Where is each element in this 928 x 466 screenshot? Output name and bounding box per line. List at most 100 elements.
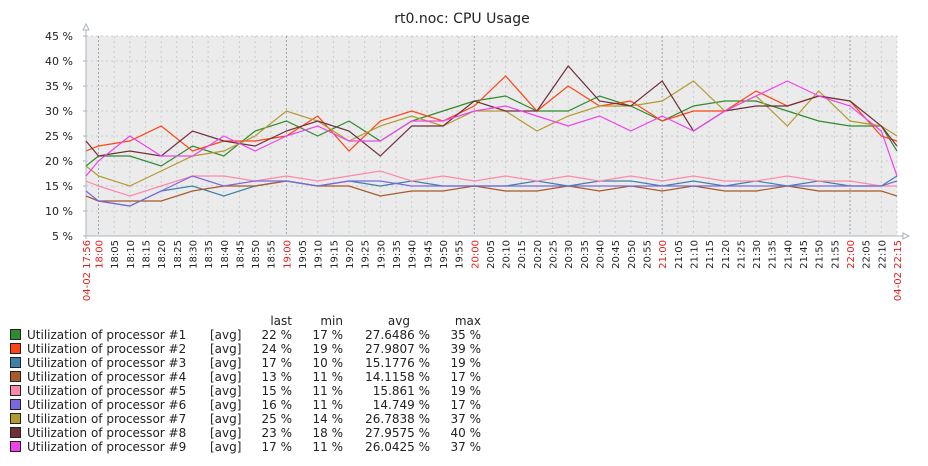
x-tick-label: 22:05 [862, 240, 873, 269]
y-tick-label: 40 % [45, 55, 73, 68]
series-line-processor-7 [85, 80, 898, 187]
legend-max: 17 % [451, 398, 482, 412]
y-tick-label: 30 % [45, 105, 73, 118]
x-tick-label: 19:40 [408, 240, 419, 269]
legend-series-name: Utilization of processor #6 [27, 398, 186, 412]
legend-func: [avg] [210, 398, 241, 412]
legend-color-swatch [10, 357, 21, 368]
x-tick-label: 20:30 [564, 240, 575, 269]
legend-max: 35 % [451, 328, 482, 342]
legend-func: [avg] [210, 356, 241, 370]
x-tick-label: 18:50 [251, 240, 262, 269]
legend-min: 11 % [313, 370, 344, 384]
legend-last: 13 % [262, 370, 293, 384]
x-tick-label: 20:40 [596, 240, 607, 269]
x-axis-arrow-icon [902, 232, 911, 240]
x-tick-label: 18:05 [110, 240, 121, 269]
legend-header-avg: avg [388, 314, 410, 328]
legend: last min avg max Utilization of processor #1… [10, 314, 482, 454]
legend-series-name: Utilization of processor #5 [27, 384, 186, 398]
legend-max: 19 % [451, 356, 482, 370]
x-tick-label: 19:05 [298, 240, 309, 269]
legend-avg: 15.861 % [373, 384, 430, 398]
legend-func: [avg] [210, 342, 241, 356]
x-tick-label: 19:25 [361, 240, 372, 269]
legend-avg: 27.9807 % [365, 342, 430, 356]
legend-func: [avg] [210, 426, 241, 440]
x-tick-label: 22:00 [846, 240, 857, 269]
legend-avg: 15.1776 % [365, 356, 430, 370]
legend-color-swatch [10, 329, 21, 340]
x-tick-label: 18:40 [220, 240, 231, 269]
series-line-processor-8 [85, 65, 898, 157]
legend-func: [avg] [210, 384, 241, 398]
x-tick-label: 19:55 [455, 240, 466, 269]
x-tick-label: 19:15 [329, 240, 340, 269]
x-tick-label: 20:25 [549, 240, 560, 269]
legend-color-swatch [10, 385, 21, 396]
legend-func: [avg] [210, 328, 241, 342]
x-tick-label: 19:00 [282, 240, 293, 269]
x-tick-label: 20:35 [580, 240, 591, 269]
x-tick-label: 18:35 [204, 240, 215, 269]
legend-color-swatch [10, 399, 21, 410]
legend-color-swatch [10, 413, 21, 424]
x-tick-label: 20:20 [533, 240, 544, 269]
legend-avg: 14.1158 % [365, 370, 430, 384]
y-tick-label: 15 % [45, 180, 73, 193]
legend-max: 39 % [451, 342, 482, 356]
y-axis: 5 % 10 % 15 % 20 % 25 % 30 % 35 % 40 % 45 % [45, 22, 90, 243]
legend-func: [avg] [210, 440, 241, 454]
legend-last: 22 % [262, 328, 293, 342]
legend-last: 15 % [262, 384, 293, 398]
legend-min: 19 % [313, 342, 344, 356]
legend-header-min: min [320, 314, 343, 328]
legend-min: 18 % [313, 426, 344, 440]
x-tick-label: 19:30 [376, 240, 387, 269]
series-line-processor-6 [85, 175, 898, 207]
x-tick-label: 21:20 [721, 240, 732, 269]
x-tick-label: 21:15 [705, 240, 716, 269]
series-line-processor-5 [85, 170, 897, 197]
legend-last: 23 % [262, 426, 293, 440]
legend-header-max: max [455, 314, 481, 328]
legend-min: 10 % [313, 356, 344, 370]
x-tick-label: 18:10 [126, 240, 137, 269]
legend-min: 17 % [313, 328, 344, 342]
legend-max: 40 % [451, 426, 482, 440]
legend-last: 25 % [262, 412, 293, 426]
legend-last: 17 % [262, 440, 293, 454]
x-tick-label: 20:10 [502, 240, 513, 269]
x-tick-label: 19:35 [392, 240, 403, 269]
y-axis-arrow-icon [82, 22, 90, 31]
legend-series-name: Utilization of processor #4 [27, 370, 186, 384]
legend-series-name: Utilization of processor #1 [27, 328, 186, 342]
x-tick-label: 18:15 [141, 240, 152, 269]
legend-header-last: last [270, 314, 292, 328]
x-tick-label: 18:25 [173, 240, 184, 269]
x-end-label: 04-02 22:15 [893, 240, 904, 301]
legend-avg: 26.7838 % [365, 412, 430, 426]
legend-series-name: Utilization of processor #9 [27, 440, 186, 454]
legend-color-swatch [10, 343, 21, 354]
x-tick-label: 20:05 [486, 240, 497, 269]
x-start-label: 04-02 17:56 [82, 240, 93, 301]
y-tick-label: 35 % [45, 80, 73, 93]
legend-min: 11 % [313, 398, 344, 412]
legend-color-swatch [10, 371, 21, 382]
legend-last: 16 % [262, 398, 293, 412]
legend-max: 37 % [451, 440, 482, 454]
legend-func: [avg] [210, 412, 241, 426]
x-tick-label: 21:40 [783, 240, 794, 269]
y-tick-label: 5 % [52, 230, 73, 243]
legend-color-swatch [10, 441, 21, 452]
x-tick-label: 21:10 [689, 240, 700, 269]
x-tick-label: 20:55 [642, 240, 653, 269]
x-tick-label: 21:35 [768, 240, 779, 269]
y-tick-label: 20 % [45, 155, 73, 168]
x-tick-label: 21:05 [674, 240, 685, 269]
y-tick-label: 25 % [45, 130, 73, 143]
x-tick-label: 21:50 [815, 240, 826, 269]
legend-avg: 27.6486 % [365, 328, 430, 342]
